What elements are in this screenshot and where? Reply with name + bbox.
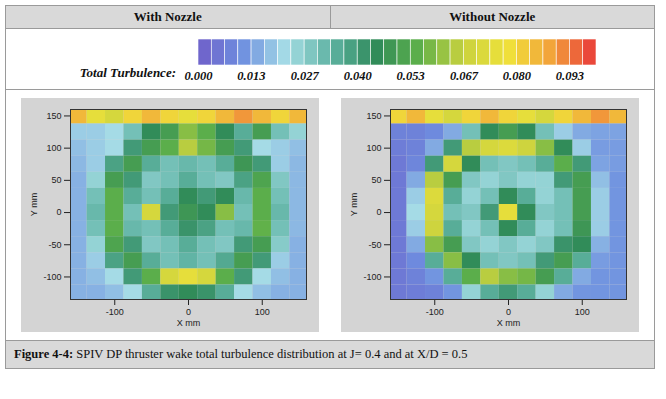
svg-text:0.053: 0.053 <box>397 69 425 83</box>
svg-text:0.013: 0.013 <box>237 69 265 83</box>
svg-text:Y mm: Y mm <box>349 193 359 216</box>
svg-text:0.093: 0.093 <box>556 69 584 83</box>
svg-text:0: 0 <box>506 307 511 317</box>
svg-text:0.000: 0.000 <box>184 69 213 83</box>
svg-text:-50: -50 <box>368 240 381 250</box>
svg-text:-100: -100 <box>426 307 444 317</box>
svg-text:0.080: 0.080 <box>503 69 532 83</box>
svg-text:0: 0 <box>186 307 191 317</box>
html-text:Figure 4-4: SPIV DP thruster w: Figure 4-4: SPIV DP thruster wake total … <box>14 347 468 361</box>
svg-text:X mm: X mm <box>177 318 201 328</box>
svg-text:-50: -50 <box>48 240 61 250</box>
svg-text:100: 100 <box>366 143 381 153</box>
svg-text:150: 150 <box>366 111 381 121</box>
svg-text:150: 150 <box>46 111 61 121</box>
svg-text:100: 100 <box>255 307 270 317</box>
svg-text:-100: -100 <box>106 307 124 317</box>
svg-text:0: 0 <box>56 207 61 217</box>
html-text:Without Nozzle: Without Nozzle <box>449 9 536 24</box>
svg-text:Y mm: Y mm <box>29 193 39 216</box>
svg-text:-100: -100 <box>43 272 61 282</box>
svg-text:0.067: 0.067 <box>450 69 479 83</box>
svg-text:X mm: X mm <box>497 318 521 328</box>
svg-text:0.040: 0.040 <box>344 69 373 83</box>
svg-text:100: 100 <box>46 143 61 153</box>
svg-text:100: 100 <box>575 307 590 317</box>
html-text:Total Turbulence:: Total Turbulence: <box>79 65 176 80</box>
svg-text:50: 50 <box>371 175 381 185</box>
html-text:With Nozzle: With Nozzle <box>133 9 202 24</box>
svg-text:0: 0 <box>376 207 381 217</box>
svg-text:-100: -100 <box>363 272 381 282</box>
svg-text:50: 50 <box>51 175 61 185</box>
svg-text:0.027: 0.027 <box>291 69 320 83</box>
